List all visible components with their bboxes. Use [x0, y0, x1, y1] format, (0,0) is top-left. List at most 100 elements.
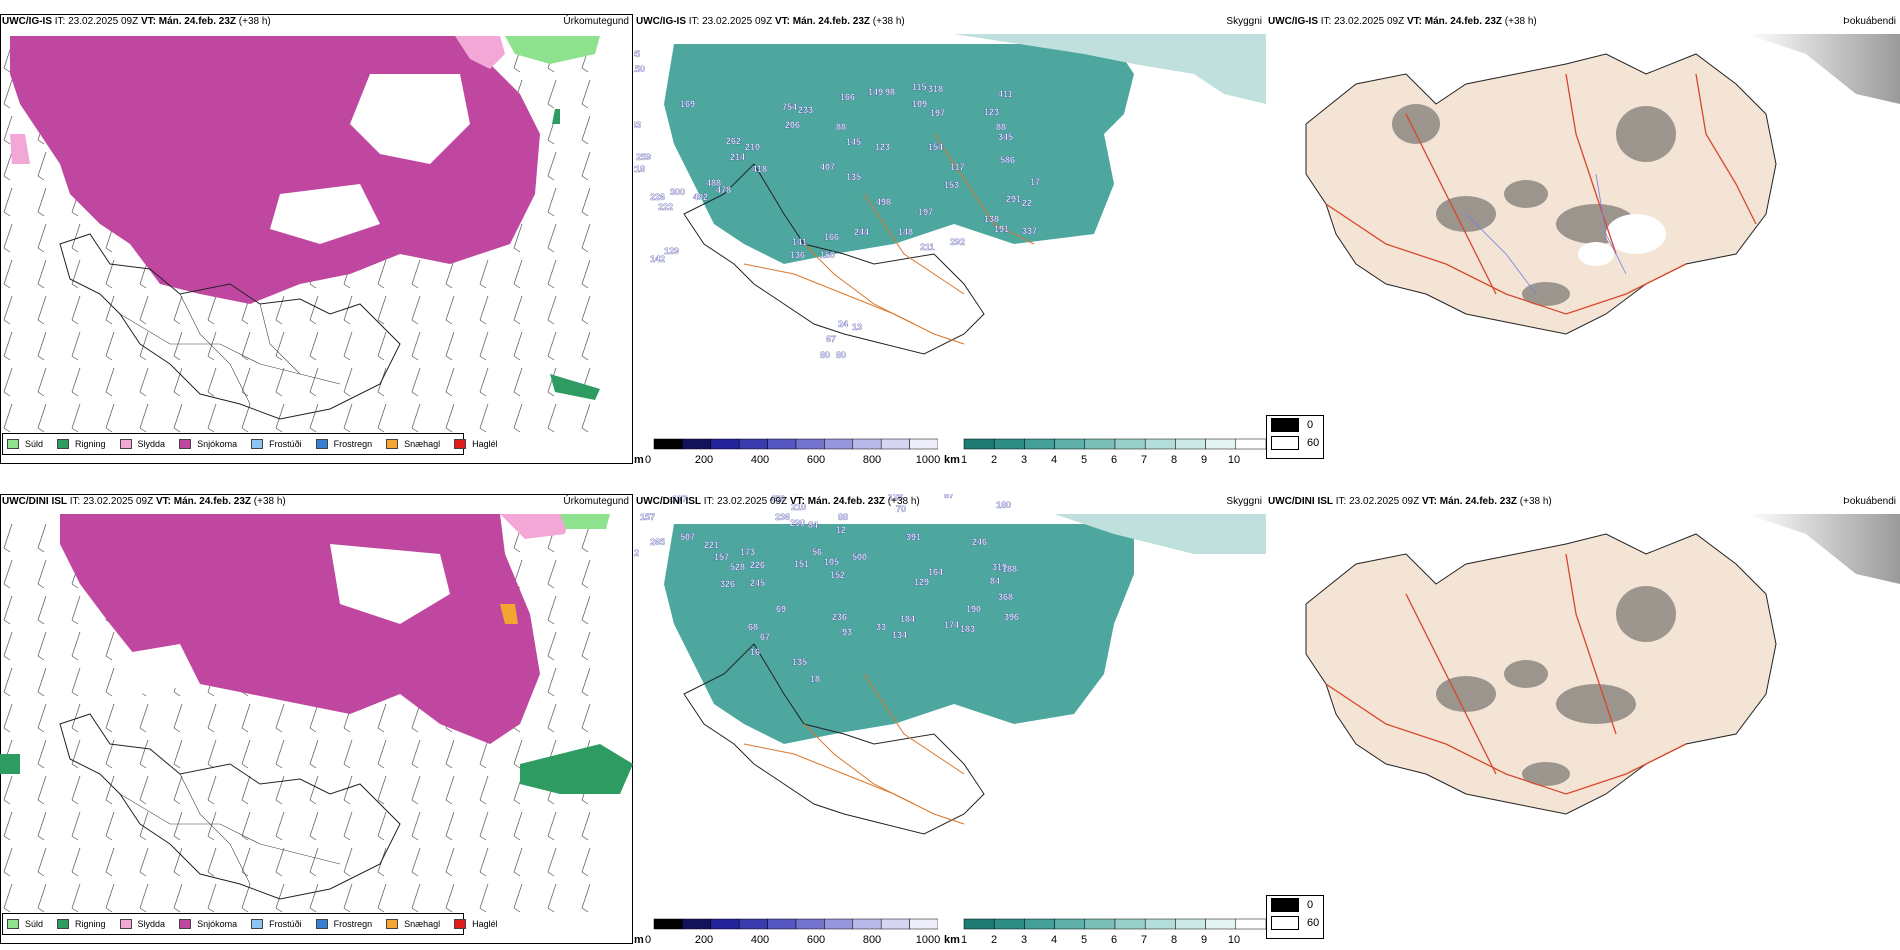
- wind-barb-icon: [139, 367, 149, 397]
- legend-item: Rigning: [57, 439, 106, 449]
- init-time: 23.02.2025 09Z: [702, 16, 773, 27]
- wind-barb-icon: [547, 223, 557, 253]
- wind-barb-icon: [445, 775, 455, 805]
- wind-barb-icon: [581, 403, 591, 433]
- wind-barb-icon: [275, 847, 285, 877]
- colorbar-step: [909, 918, 939, 930]
- wind-barb-icon: [547, 79, 557, 109]
- wind-barb-icon: [581, 331, 591, 361]
- colorbar-step: [653, 438, 683, 450]
- colorbar-step: [824, 438, 854, 450]
- wind-barb-icon: [581, 79, 591, 109]
- colorbar-tick: 600: [806, 454, 826, 466]
- wind-barb-icon: [581, 295, 591, 325]
- snow-gap: [120, 544, 450, 694]
- colorbar-step: [1114, 918, 1146, 930]
- model-name: UWC/IG-IS: [636, 16, 686, 27]
- wind-barb-icon: [275, 811, 285, 841]
- cloud-base-label: 68: [748, 622, 758, 632]
- cloud-base-label: 586: [1000, 155, 1015, 165]
- snow-area: [60, 514, 540, 744]
- wind-barb-icon: [37, 775, 47, 805]
- wind-barb-icon: [377, 331, 387, 361]
- wind-barb-icon: [581, 151, 591, 181]
- wind-barb-icon: [479, 259, 489, 289]
- colorbar-tick: 1: [960, 454, 968, 466]
- colorbar-tick: 1000: [915, 454, 941, 466]
- colorbar-unit: m: [634, 934, 644, 946]
- colorbar-tick: 0: [644, 934, 652, 946]
- legend-item: Haglél: [454, 919, 498, 929]
- wind-barb-icon: [547, 703, 557, 733]
- wind-barb-icon: [411, 811, 421, 841]
- colorbar-step: [824, 918, 854, 930]
- legend-item: Haglél: [454, 439, 498, 449]
- vt-label: VT:: [1406, 16, 1422, 27]
- colorbar-tick: 4: [1050, 934, 1058, 946]
- it-label: IT:: [54, 16, 66, 27]
- legend-swatch-icon: [57, 439, 70, 449]
- wind-barb-icon: [37, 259, 47, 289]
- fog-legend-bottom: 0 60: [1266, 895, 1324, 939]
- colorbar-tick: 5: [1080, 934, 1088, 946]
- wind-barb-icon: [513, 331, 523, 361]
- wind-barb-icon: [581, 559, 591, 589]
- precip-legend: Súld Rigning Slydda Snjókoma Frostúði Frostre…: [2, 433, 498, 455]
- wind-barb-icon: [139, 811, 149, 841]
- legend-item: Frostúði: [251, 919, 302, 929]
- model-name: UWC/IG-IS: [2, 16, 52, 27]
- cloud-base-label: 84: [808, 520, 818, 530]
- wind-barb-icon: [3, 703, 13, 733]
- colorbar-step: [767, 918, 797, 930]
- colorbar-step: [738, 918, 768, 930]
- wind-barb-icon: [139, 295, 149, 325]
- cloud-base-label: 12: [836, 525, 846, 535]
- legend-swatch-icon: [119, 919, 132, 929]
- colorbar-step: [963, 438, 995, 450]
- wind-barb-icon: [275, 403, 285, 433]
- colorbar-step: [1084, 438, 1116, 450]
- legend-item: Snjókoma: [179, 439, 237, 449]
- wind-barb-icon: [37, 151, 47, 181]
- snow-area: [10, 36, 540, 304]
- wind-barb-icon: [105, 775, 115, 805]
- colorbar-step: [1054, 918, 1086, 930]
- sleet-area: [500, 514, 570, 539]
- panel-title: UWC/DINI ISL IT: 23.02.2025 09Z VT: Mán.…: [636, 496, 920, 507]
- cloud-base-label: 245: [750, 578, 765, 588]
- cloud-base-label: 163: [634, 120, 641, 130]
- wind-barb-icon: [309, 403, 319, 433]
- wind-barb-icon: [581, 187, 591, 217]
- wind-barb-icon: [105, 403, 115, 433]
- cloud-base-label: 56: [812, 547, 822, 557]
- colorbar-gradient: [963, 438, 1267, 450]
- colorbar-step: [767, 438, 797, 450]
- valid-time: Mán. 24.feb. 23Z: [792, 16, 870, 27]
- wind-barb-icon: [479, 295, 489, 325]
- wind-barb-icon: [37, 667, 47, 697]
- wind-barb-icon: [207, 775, 217, 805]
- wind-barb-icon: [581, 703, 591, 733]
- cloud-base-label: 290: [790, 518, 805, 528]
- legend-label: Frostúði: [269, 919, 302, 929]
- colorbar-step: [852, 438, 882, 450]
- cloud-base-label: 148: [898, 227, 913, 237]
- colorbar-step: [1114, 438, 1146, 450]
- wind-barb-icon: [37, 559, 47, 589]
- fog-value: 0: [1307, 419, 1314, 431]
- wind-barb-icon: [173, 367, 183, 397]
- wind-barb-icon: [3, 631, 13, 661]
- wind-barb-icon: [309, 847, 319, 877]
- model-name: UWC/DINI ISL: [636, 496, 701, 507]
- valid-time: Mán. 24.feb. 23Z: [158, 16, 236, 27]
- legend-label: Haglél: [472, 919, 498, 929]
- wind-barb-icon: [3, 367, 13, 397]
- colorbar-tick: 7: [1140, 934, 1148, 946]
- cloud-base-label: 210: [745, 142, 760, 152]
- wind-barb-icon: [309, 739, 319, 769]
- vt-label: VT:: [774, 16, 790, 27]
- legend-items: Súld Rigning Slydda Snjókoma Frostúði Frostre…: [7, 919, 512, 929]
- wind-barb-icon: [547, 631, 557, 661]
- legend-swatch-icon: [315, 439, 328, 449]
- legend-swatch-icon: [454, 919, 467, 929]
